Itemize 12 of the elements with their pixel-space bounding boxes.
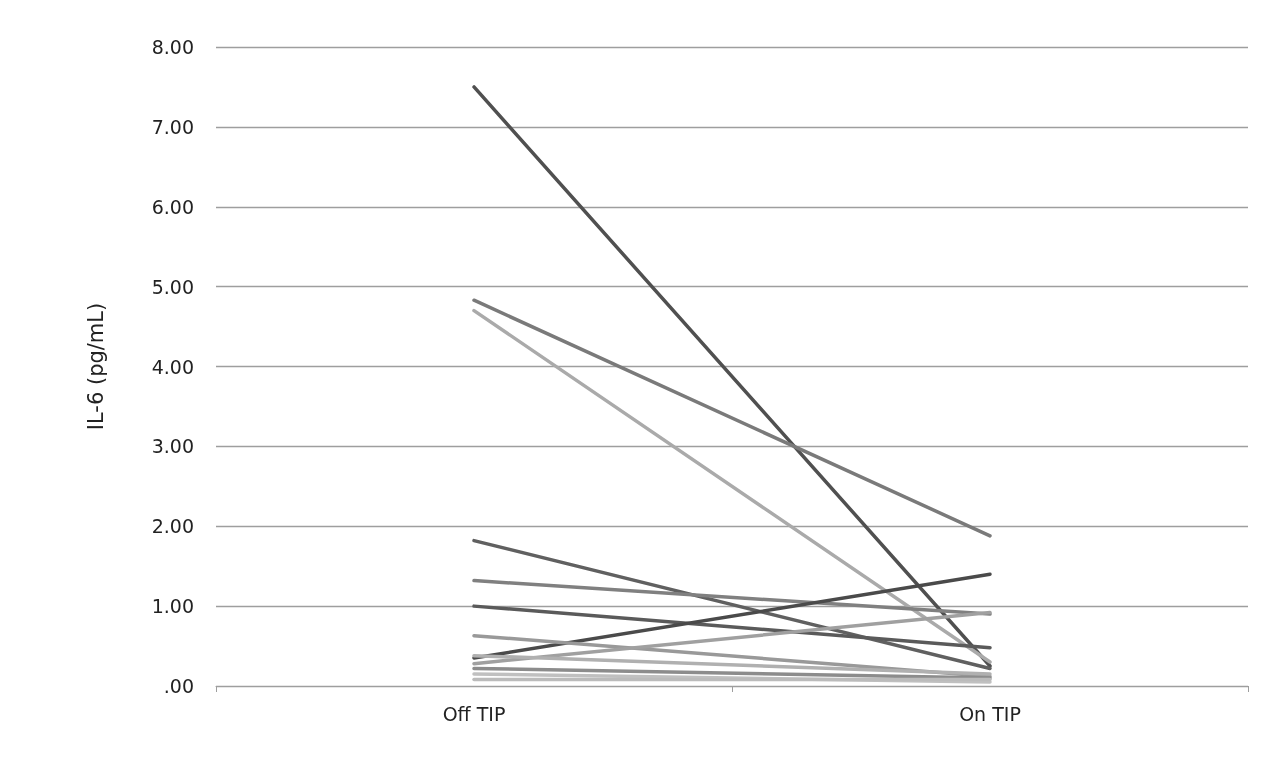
y-tick-label: 1.00 (151, 595, 194, 618)
y-tick-label: 8.00 (151, 36, 194, 58)
y-tick-label: 5.00 (151, 275, 194, 298)
y-tick-label: 4.00 (151, 355, 194, 378)
y-tick-label: 3.00 (151, 435, 194, 458)
y-tick-label: 2.00 (151, 515, 194, 538)
x-tick-label: Off TIP (442, 702, 506, 725)
y-tick-label: .00 (163, 675, 194, 697)
y-tick-label: 6.00 (151, 195, 194, 218)
y-tick-label: 7.00 (151, 115, 194, 138)
y-axis-title: IL-6 (pg/mL) (83, 302, 108, 431)
x-tick-label: On TIP (959, 702, 1021, 725)
